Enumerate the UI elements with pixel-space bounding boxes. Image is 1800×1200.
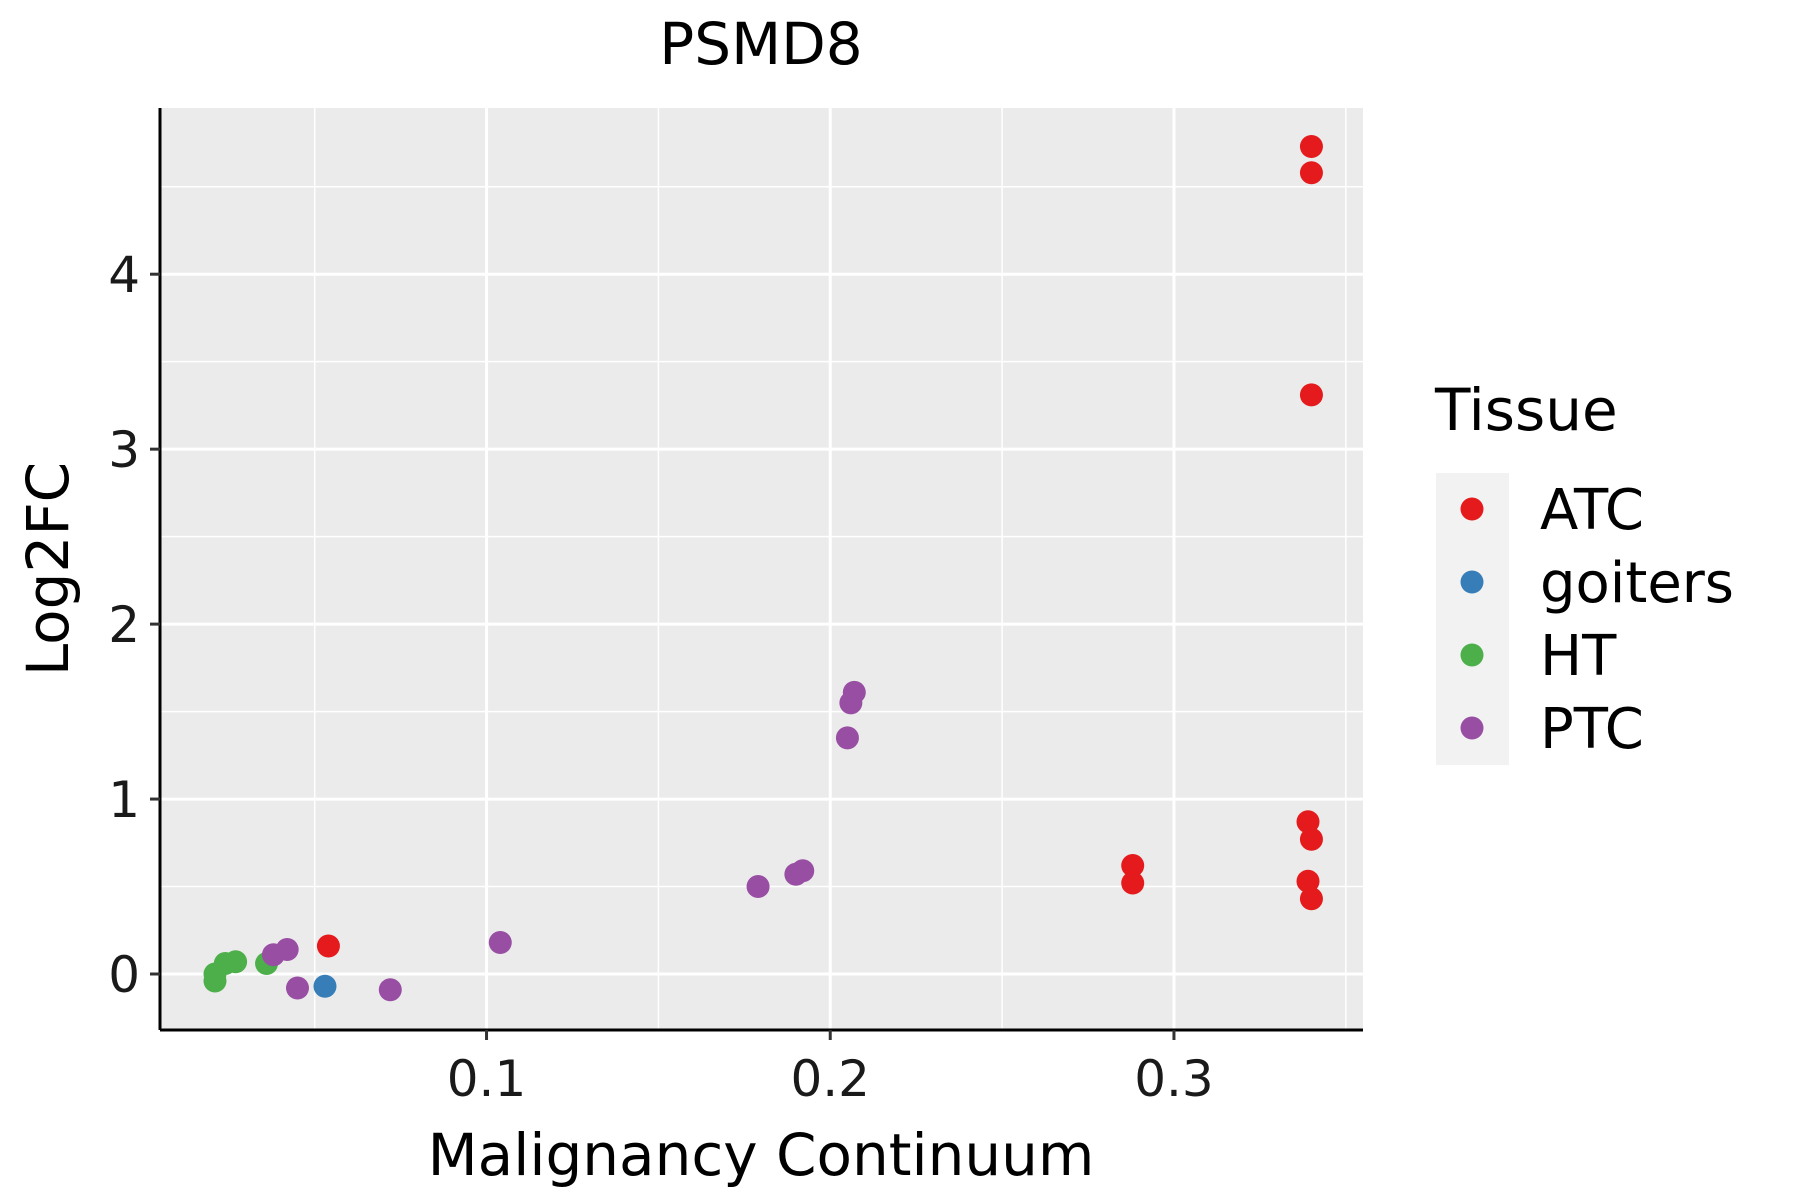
legend-title: Tissue (1434, 376, 1618, 444)
point-ptc (378, 978, 402, 1002)
point-ht (203, 969, 227, 993)
x-tick-label: 0.1 (447, 1050, 527, 1108)
point-atc (1299, 161, 1323, 185)
minor-gridlines (160, 108, 1363, 1030)
y-tick-label: 4 (108, 246, 140, 304)
point-ptc (835, 726, 859, 750)
x-tick-label: 0.3 (1134, 1050, 1214, 1108)
point-goiters (313, 974, 337, 998)
x-tick-label: 0.2 (790, 1050, 870, 1108)
point-ptc (839, 691, 863, 715)
point-atc (1299, 887, 1323, 911)
point-atc (1299, 383, 1323, 407)
legend-key-ptc (1460, 716, 1484, 740)
legend-key-atc (1460, 497, 1484, 521)
point-ptc (488, 931, 512, 955)
legend-key-goiters (1460, 570, 1484, 594)
point-atc (1296, 869, 1320, 893)
point-ptc (285, 976, 309, 1000)
point-ptc (784, 862, 808, 886)
point-atc (316, 934, 340, 958)
legend: ATC goiters HT PTC (1460, 478, 1734, 762)
point-ptc (275, 938, 299, 962)
x-axis-title: Malignancy Continuum (428, 1121, 1095, 1189)
legend-label-ht: HT (1540, 624, 1617, 689)
legend-key-ht (1460, 643, 1484, 667)
x-axis-ticks: 0.1 0.2 0.3 (447, 1030, 1214, 1108)
legend-label-atc: ATC (1540, 478, 1644, 543)
point-atc (1299, 827, 1323, 851)
y-tick-label: 1 (108, 771, 140, 829)
legend-key-background (1436, 473, 1509, 765)
y-tick-label: 2 (108, 596, 140, 654)
point-ptc (746, 875, 770, 899)
chart-title: PSMD8 (659, 10, 862, 78)
point-atc (1299, 134, 1323, 158)
point-atc (1121, 854, 1145, 878)
legend-label-ptc: PTC (1540, 697, 1644, 762)
y-axis-ticks: 0 1 2 3 4 (108, 246, 160, 1004)
data-points (203, 134, 1323, 1002)
legend-label-goiters: goiters (1540, 551, 1734, 616)
y-tick-label: 0 (108, 946, 140, 1004)
point-atc (1296, 810, 1320, 834)
point-atc (1121, 871, 1145, 895)
point-ht (224, 950, 248, 974)
y-axis-title: Log2FC (14, 462, 82, 676)
y-tick-label: 3 (108, 421, 140, 479)
major-gridlines (160, 108, 1363, 1030)
